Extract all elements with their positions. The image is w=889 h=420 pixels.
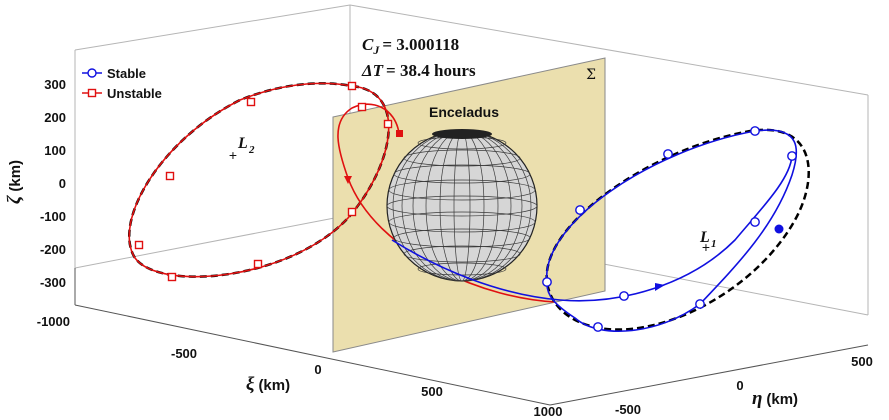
- l2-point: + L 2: [229, 135, 255, 163]
- unstable-manifold-l2: [128, 82, 390, 278]
- l1-sub: 1: [711, 238, 717, 250]
- cj-symbol: C: [362, 35, 374, 54]
- xi-tick: -500: [171, 346, 197, 361]
- legend-entry-stable: Stable: [82, 66, 146, 81]
- zeta-axis-label: ζ (km): [4, 160, 25, 204]
- unstable-marker: [165, 171, 175, 181]
- stable-marker: [575, 205, 585, 215]
- eta-symbol: η: [752, 388, 762, 409]
- stable-marker: [619, 291, 629, 301]
- unstable-marker: [246, 97, 256, 107]
- eta-tick: -500: [615, 402, 641, 417]
- zeta-tick-labels: 300 200 100 0 -100 -200 -300: [40, 77, 66, 290]
- enceladus-sphere: [386, 129, 538, 282]
- legend-label-unstable: Unstable: [107, 86, 162, 101]
- unstable-marker: [134, 240, 144, 250]
- l1-label: L: [699, 229, 710, 246]
- stable-end-marker: [774, 224, 784, 234]
- stable-marker: [542, 277, 552, 287]
- zeta-tick: -100: [40, 209, 66, 224]
- eta-tick-labels: -500 0 500: [615, 354, 873, 417]
- unstable-marker: [347, 81, 357, 91]
- eta-tick: 0: [736, 378, 743, 393]
- stable-marker: [750, 126, 760, 136]
- zeta-tick: 100: [44, 143, 66, 158]
- legend-label-stable: Stable: [107, 66, 146, 81]
- cj-value: = 3.000118: [382, 35, 459, 54]
- stable-marker: [663, 149, 673, 159]
- annotation: CJ = 3.000118 ΔT = 38.4 hours: [361, 35, 476, 80]
- svg-text:ζ(km): ζ (km): [4, 160, 25, 204]
- dt-value: = 38.4 hours: [386, 61, 476, 80]
- axes-front-edges: [74, 268, 869, 406]
- xi-tick-labels: -1000 -500 0 500 1000: [37, 314, 563, 419]
- legend-entry-unstable: Unstable: [82, 86, 162, 101]
- l1-orbit: [391, 128, 810, 333]
- red-arrow: [344, 176, 352, 184]
- eta-tick: 500: [851, 354, 873, 369]
- unstable-start-marker: [396, 130, 403, 137]
- l1-periodic-orbit: [545, 128, 810, 331]
- stable-marker: [787, 151, 797, 161]
- stable-marker: [695, 299, 705, 309]
- stable-marker: [750, 217, 760, 227]
- stable-manifold-l1: [546, 129, 798, 333]
- zeta-symbol: ζ: [4, 195, 25, 204]
- svg-text:+: +: [702, 239, 710, 255]
- dt-symbol: ΔT: [361, 61, 384, 80]
- xi-unit: (km): [258, 377, 290, 394]
- zeta-tick: -200: [40, 242, 66, 257]
- svg-text:ΔT= 38.4 hours: ΔT = 38.4 hours: [361, 61, 476, 80]
- zeta-tick: 0: [59, 176, 66, 191]
- svg-text:+: +: [229, 147, 237, 163]
- unstable-marker: [347, 207, 357, 217]
- xi-tick: 1000: [534, 404, 563, 419]
- xi-axis-label: ξ (km): [246, 374, 290, 395]
- unstable-marker: [167, 272, 177, 282]
- unstable-marker: [253, 259, 263, 269]
- zeta-tick: -300: [40, 275, 66, 290]
- unstable-marker: [383, 119, 393, 129]
- xi-tick: 500: [421, 384, 443, 399]
- stable-marker: [593, 322, 603, 332]
- cj-subscript: J: [372, 43, 380, 57]
- markers: [134, 81, 797, 332]
- xi-tick: 0: [314, 362, 321, 377]
- xi-tick: -1000: [37, 314, 70, 329]
- stable-branch: [391, 155, 793, 302]
- l2-label: L: [237, 135, 248, 152]
- blue-arrow: [655, 283, 665, 291]
- zeta-unit: (km): [7, 160, 24, 192]
- body-label: Enceladus: [429, 104, 499, 120]
- zeta-tick: 200: [44, 110, 66, 125]
- eta-axis-label: η (km): [752, 388, 798, 409]
- svg-text:CJ= 3.000118: CJ = 3.000118: [362, 35, 459, 57]
- legend: Stable Unstable: [82, 66, 162, 101]
- unstable-marker: [357, 102, 367, 112]
- eta-unit: (km): [766, 391, 798, 408]
- xi-symbol: ξ: [246, 374, 255, 395]
- l2-sub: 2: [248, 144, 255, 156]
- l1-point: + L 1: [699, 229, 717, 255]
- sigma-label: Σ: [586, 67, 596, 83]
- zeta-tick: 300: [44, 77, 66, 92]
